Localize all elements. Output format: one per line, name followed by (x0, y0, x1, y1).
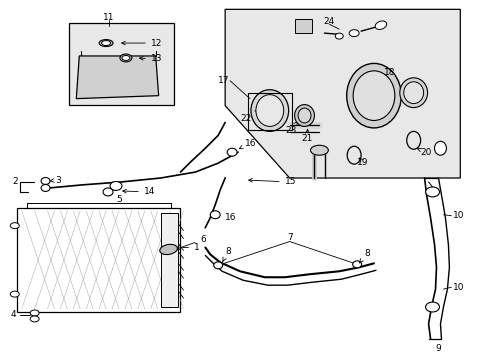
Text: 9: 9 (435, 344, 441, 353)
Ellipse shape (10, 291, 19, 297)
Text: 14: 14 (122, 188, 155, 197)
Ellipse shape (374, 21, 386, 30)
Text: 2: 2 (12, 177, 18, 186)
Bar (294, 19, 312, 33)
Ellipse shape (41, 184, 50, 192)
Polygon shape (224, 9, 459, 178)
Text: 10: 10 (452, 211, 464, 220)
Ellipse shape (298, 108, 310, 123)
Bar (69, 23, 173, 105)
Text: 10: 10 (452, 283, 464, 292)
Text: 6: 6 (176, 235, 205, 250)
Ellipse shape (30, 310, 39, 316)
Bar (17, 208, 180, 312)
Ellipse shape (352, 261, 361, 268)
Ellipse shape (120, 54, 132, 62)
Text: 3: 3 (50, 176, 61, 185)
Ellipse shape (30, 316, 39, 322)
Text: 18: 18 (379, 68, 395, 82)
Text: 20: 20 (417, 148, 431, 157)
Text: 16: 16 (239, 139, 256, 149)
Ellipse shape (99, 40, 113, 46)
Ellipse shape (346, 63, 401, 128)
Ellipse shape (348, 30, 358, 37)
Ellipse shape (160, 244, 177, 255)
Ellipse shape (250, 90, 288, 131)
Text: 8: 8 (223, 247, 230, 261)
Text: 16: 16 (224, 213, 236, 222)
Ellipse shape (122, 55, 130, 60)
Ellipse shape (255, 95, 283, 126)
Text: 24: 24 (323, 17, 334, 26)
Ellipse shape (399, 78, 427, 108)
Text: 22: 22 (240, 111, 258, 123)
Text: 19: 19 (356, 158, 368, 167)
Text: 5: 5 (116, 195, 122, 204)
Text: 21: 21 (301, 129, 312, 143)
Text: 1: 1 (193, 243, 199, 252)
Text: 11: 11 (103, 13, 115, 22)
Text: 15: 15 (248, 177, 296, 186)
Ellipse shape (352, 71, 394, 121)
Ellipse shape (210, 211, 220, 219)
Ellipse shape (434, 141, 446, 155)
Polygon shape (76, 56, 158, 99)
Text: 12: 12 (122, 39, 162, 48)
Text: 7: 7 (286, 233, 292, 242)
Ellipse shape (226, 148, 237, 156)
Ellipse shape (103, 188, 113, 196)
Ellipse shape (213, 262, 222, 269)
Ellipse shape (41, 177, 50, 184)
Ellipse shape (294, 105, 314, 126)
Ellipse shape (102, 41, 110, 46)
Ellipse shape (425, 187, 439, 197)
Ellipse shape (10, 223, 19, 229)
Ellipse shape (335, 33, 343, 39)
Ellipse shape (403, 82, 423, 104)
Text: 8: 8 (359, 249, 369, 263)
Text: 23: 23 (285, 121, 297, 135)
Bar (161, 213, 177, 307)
Text: 17: 17 (218, 76, 229, 85)
Ellipse shape (310, 145, 327, 155)
Ellipse shape (425, 302, 439, 312)
Ellipse shape (110, 181, 122, 190)
Text: 13: 13 (139, 54, 162, 63)
Text: 4: 4 (11, 310, 17, 319)
